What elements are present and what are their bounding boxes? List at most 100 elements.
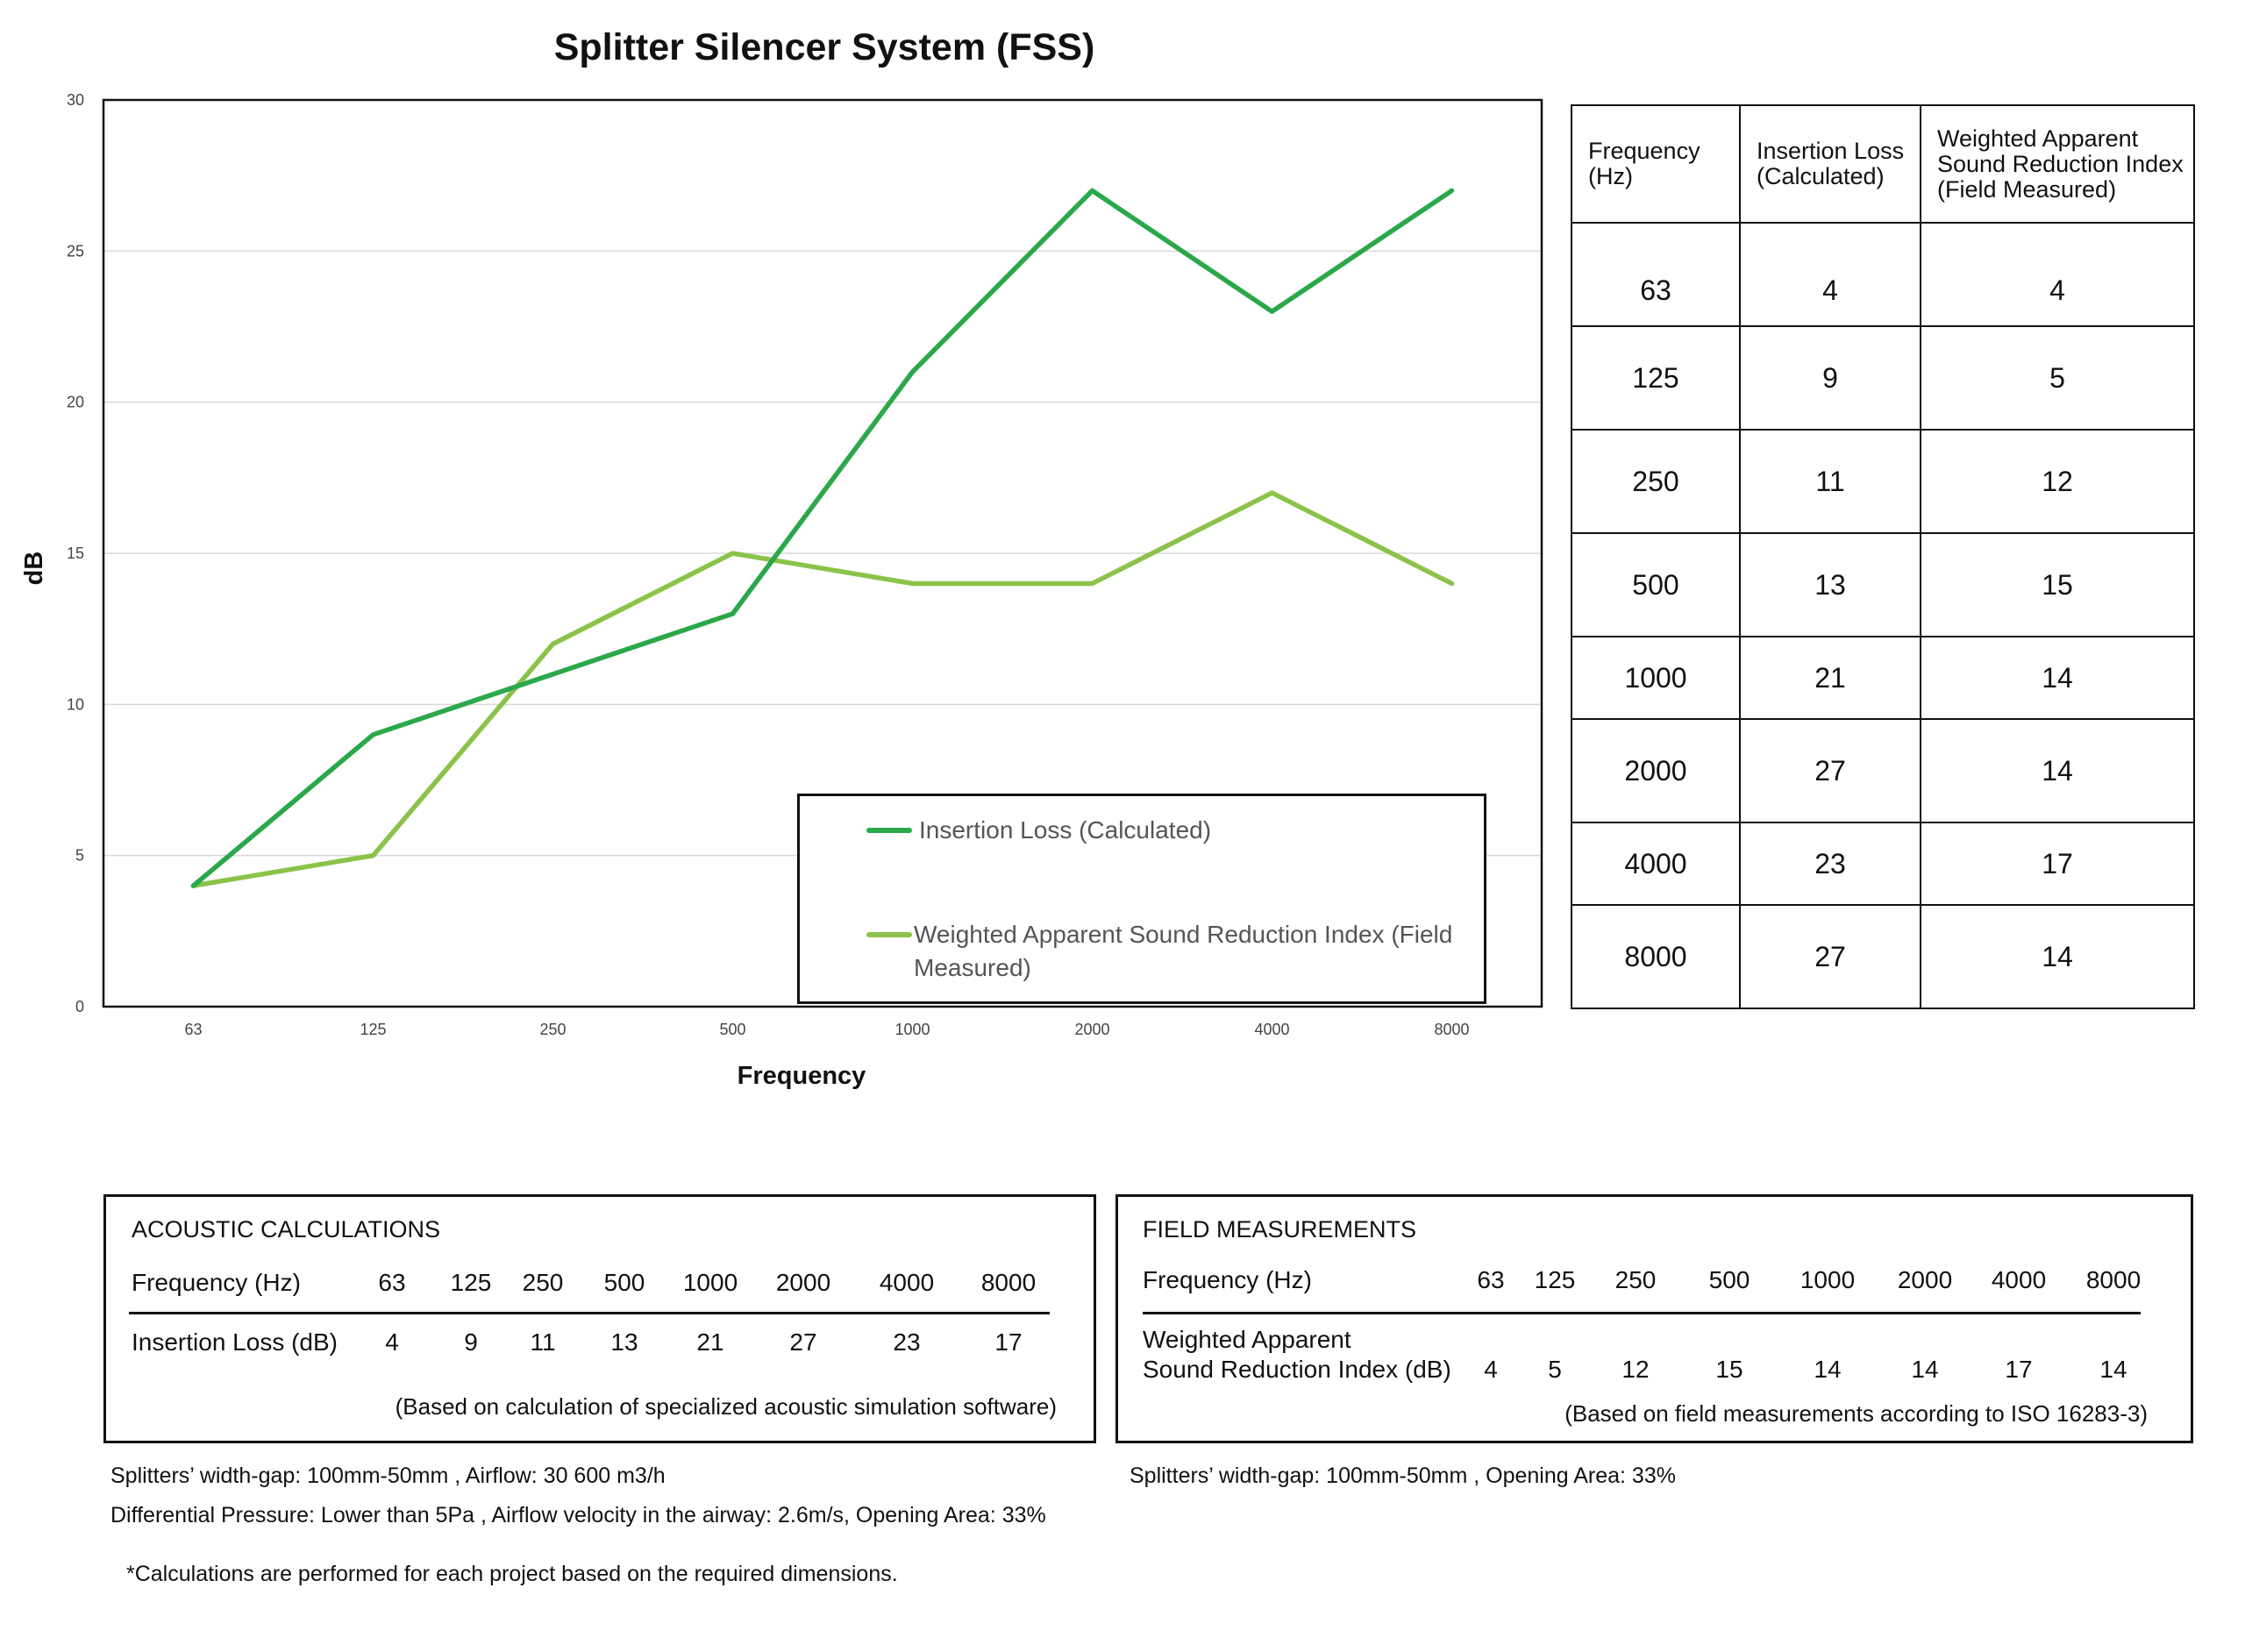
y-tick-label: 20 <box>67 394 84 411</box>
acoustic-divider <box>129 1312 1050 1314</box>
acoustic-measurement-value: 9 <box>464 1328 478 1356</box>
x-tick-label: 250 <box>539 1021 566 1038</box>
table-row: 2000 27 14 <box>1571 718 2195 823</box>
table-row: 8000 27 14 <box>1571 904 2195 1009</box>
acoustic-frequency-value: 4000 <box>879 1269 935 1296</box>
field-measurement-value: 14 <box>1814 1356 1842 1383</box>
x-tick-label: 1000 <box>894 1021 930 1038</box>
table-cell: 17 <box>1920 822 2195 906</box>
table-cell: 5 <box>1920 325 2195 431</box>
y-tick-label: 5 <box>75 847 84 865</box>
data-table: Frequency (Hz) Insertion Loss (Calculate… <box>1571 104 2195 1009</box>
field-frequency-value: 63 <box>1477 1266 1505 1293</box>
legend-label-weighted-index: Weighted Apparent Sound Reduction Index … <box>914 921 1453 981</box>
legend-swatch-insertion-loss <box>866 828 912 833</box>
acoustic-value-label: Insertion Loss (dB) <box>132 1328 338 1356</box>
table-cell: 13 <box>1739 532 1921 637</box>
footnote-right-1: Splitters’ width-gap: 100mm-50mm , Openi… <box>1130 1463 1676 1488</box>
field-frequency-label: Frequency (Hz) <box>1143 1266 1312 1293</box>
field-measurement-value: 15 <box>1715 1356 1743 1383</box>
series-line-0 <box>190 188 1455 888</box>
table-cell: 14 <box>1920 904 2195 1009</box>
field-frequency-value: 250 <box>1614 1266 1657 1293</box>
table-cell: 9 <box>1739 325 1921 431</box>
table-cell: 250 <box>1571 429 1741 534</box>
chart-legend: Insertion Loss (Calculated) Weighted App… <box>797 794 1486 1004</box>
table-cell: 12 <box>1920 429 2195 534</box>
field-measurement-value: 14 <box>2099 1356 2127 1383</box>
table-cell: 14 <box>1920 718 2195 823</box>
acoustic-frequency-value: 125 <box>450 1269 492 1296</box>
footnote-left-3: *Calculations are performed for each pro… <box>126 1562 898 1586</box>
acoustic-frequency-value: 2000 <box>775 1269 831 1296</box>
field-frequency-value: 4000 <box>1991 1266 2047 1293</box>
acoustic-frequency-label: Frequency (Hz) <box>132 1269 301 1296</box>
table-cell: 1000 <box>1571 636 1741 720</box>
x-axis-label: Frequency <box>738 1062 866 1090</box>
field-frequency-value: 500 <box>1708 1266 1750 1293</box>
line-chart: 0 5 10 15 20 25 30 63 125 250 500 1000 2000 4000 8000 F… <box>20 91 1543 1090</box>
field-measurement-value: 5 <box>1548 1356 1562 1383</box>
field-measurements-panel <box>1115 1194 2193 1443</box>
field-measurement-value: 17 <box>2005 1356 2033 1383</box>
x-tick-label: 2000 <box>1074 1021 1109 1038</box>
table-cell: 15 <box>1920 532 2195 637</box>
x-tick-label: 4000 <box>1254 1021 1289 1038</box>
table-cell: 11 <box>1739 429 1921 534</box>
table-cell: 27 <box>1739 904 1921 1009</box>
acoustic-note: (Based on calculation of specialized aco… <box>395 1393 1057 1420</box>
chart-title: Splitter Silencer System (FSS) <box>553 26 1095 68</box>
y-axis-label: dB <box>20 552 48 586</box>
footnote-left-1: Splitters’ width-gap: 100mm-50mm , Airfl… <box>110 1463 666 1488</box>
table-cell: 4 <box>1739 222 1921 327</box>
series-line-1 <box>190 490 1455 888</box>
table-cell: 21 <box>1739 636 1921 720</box>
acoustic-frequency-value: 63 <box>378 1269 406 1296</box>
table-cell: 500 <box>1571 532 1741 637</box>
acoustic-measurement-value: 17 <box>994 1328 1023 1356</box>
x-tick-label: 500 <box>719 1021 745 1038</box>
footnote-left-2: Differential Pressure: Lower than 5Pa , … <box>110 1503 1046 1527</box>
field-value-label-line2: Sound Reduction Index (dB) <box>1143 1356 1451 1383</box>
y-tick-label: 30 <box>67 91 84 109</box>
acoustic-measurement-value: 11 <box>530 1328 556 1356</box>
y-tick-label: 0 <box>75 998 84 1015</box>
table-cell: 8000 <box>1571 904 1741 1009</box>
field-note: (Based on field measurements according t… <box>1564 1400 2148 1427</box>
table-row: 63 4 4 <box>1571 222 2195 327</box>
acoustic-frequency-value: 8000 <box>980 1269 1037 1296</box>
acoustic-measurement-value: 13 <box>610 1328 638 1356</box>
plot-area-border <box>102 98 1543 1008</box>
table-row: 500 13 15 <box>1571 532 2195 637</box>
y-tick-label: 25 <box>67 242 84 260</box>
x-tick-label: 125 <box>360 1021 386 1038</box>
acoustic-measurement-value: 27 <box>789 1328 817 1356</box>
field-measurement-value: 12 <box>1621 1356 1650 1383</box>
table-row: 125 9 5 <box>1571 325 2195 431</box>
y-tick-label: 15 <box>67 545 84 562</box>
x-tick-label: 63 <box>184 1021 202 1038</box>
table-cell: 14 <box>1920 636 2195 720</box>
field-frequency-value: 8000 <box>2085 1266 2142 1293</box>
field-frequency-value: 2000 <box>1897 1266 1953 1293</box>
table-cell: 63 <box>1571 222 1741 327</box>
header-insertion-loss: Insertion Loss (Calculated) <box>1739 104 1921 224</box>
field-divider <box>1143 1312 2141 1314</box>
header-frequency: Frequency (Hz) <box>1571 104 1741 224</box>
acoustic-frequency-value: 1000 <box>682 1269 738 1296</box>
table-row: 4000 23 17 <box>1571 822 2195 906</box>
header-weighted-index: Weighted Apparent Sound Reduction Index … <box>1920 104 2195 224</box>
table-cell: 27 <box>1739 718 1921 823</box>
field-measurement-value: 14 <box>1911 1356 1939 1383</box>
legend-label-insertion-loss: Insertion Loss (Calculated) <box>919 816 1212 844</box>
acoustic-frequency-value: 250 <box>522 1269 564 1296</box>
table-cell: 2000 <box>1571 718 1741 823</box>
acoustic-measurement-value: 21 <box>696 1328 724 1356</box>
acoustic-measurement-value: 4 <box>385 1328 399 1356</box>
field-heading: FIELD MEASUREMENTS <box>1143 1216 1417 1243</box>
field-value-label-line1: Weighted Apparent <box>1143 1326 1351 1353</box>
field-measurement-value: 4 <box>1484 1356 1498 1383</box>
x-tick-label: 8000 <box>1434 1021 1469 1038</box>
table-cell: 125 <box>1571 325 1741 431</box>
table-cell: 23 <box>1739 822 1921 906</box>
